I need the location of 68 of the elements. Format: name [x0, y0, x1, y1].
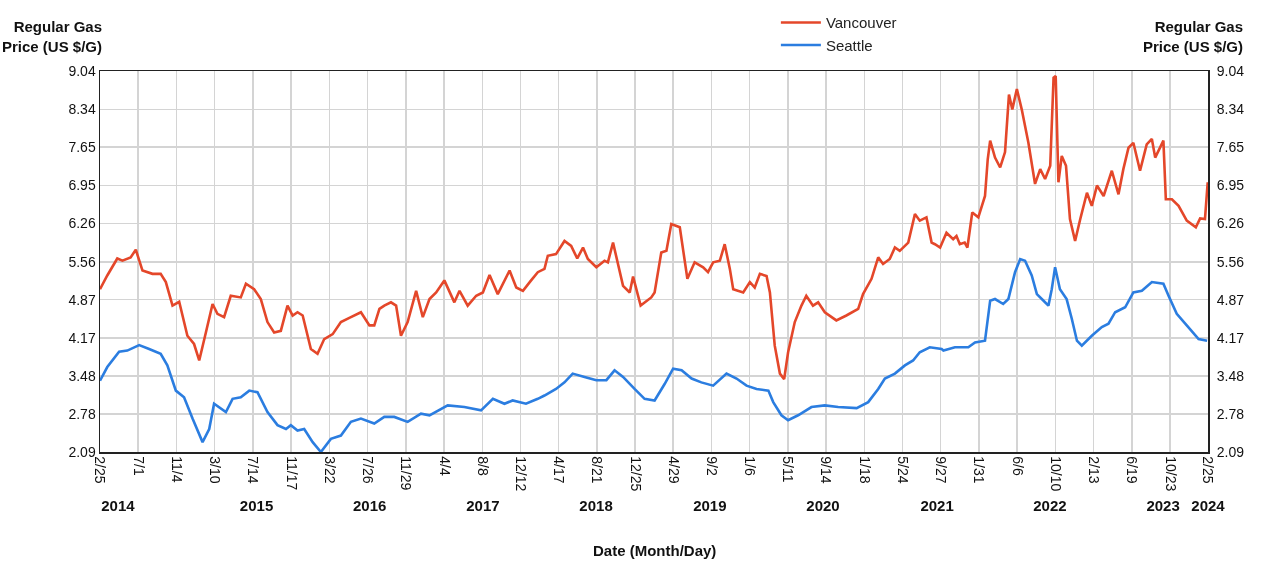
x2-tick-label: 2016 — [353, 497, 387, 514]
x2-tick-label: 2018 — [579, 497, 613, 514]
y-tick-label: 4.17 — [68, 329, 96, 346]
x2-tick-label: 2014 — [101, 497, 136, 514]
line-series — [100, 74, 1208, 381]
x-tick-label: 10/10 — [1047, 456, 1064, 492]
y-axis-title: Regular Gas Price (US $/G) — [2, 18, 103, 55]
y2-tick-label: 2.09 — [1216, 443, 1245, 460]
x-tick-label: 12/12 — [512, 456, 529, 492]
x2-tick-label: 2024 — [1191, 497, 1226, 514]
x-tick-label: 6/19 — [1124, 456, 1141, 484]
x2-tick-label: 2021 — [920, 497, 954, 514]
x2-tick-label: 2022 — [1033, 497, 1067, 514]
x2-tick-label: 2017 — [466, 497, 500, 514]
x-tick-label: 2/13 — [1086, 456, 1103, 484]
y2-tick-label: 5.56 — [1216, 253, 1245, 270]
x-tick-label: 8/21 — [589, 456, 606, 484]
y-tick-label: 8.34 — [68, 101, 96, 118]
x-tick-label: 11/17 — [283, 456, 300, 491]
x-tick-label: 12/25 — [627, 456, 644, 492]
x2-tick-label: 2023 — [1146, 497, 1180, 514]
y2-tick-label: 7.65 — [1216, 139, 1245, 156]
x-tick-label: 11/4 — [168, 456, 185, 483]
y-tick-label: 3.48 — [68, 367, 96, 384]
y2-axis-title: Regular Gas Price (US $/G) — [1143, 18, 1244, 55]
x-tick-label: 4/4 — [436, 456, 453, 476]
y-tick-label: 6.95 — [68, 177, 96, 194]
x-tick-label: 3/22 — [321, 456, 338, 484]
y-tick-label: 9.04 — [68, 62, 96, 79]
y2-tick-label: 6.95 — [1216, 177, 1245, 194]
x-tick-label: 4/29 — [665, 456, 682, 484]
y-tick-label: 6.26 — [68, 215, 96, 232]
x-tick-label: 7/1 — [130, 456, 147, 476]
x-tick-label: 5/24 — [894, 456, 911, 484]
x-tick-label: 11/29 — [398, 456, 415, 491]
x-tick-label: 2/25 — [1200, 456, 1217, 484]
x-tick-label: 5/11 — [780, 456, 797, 483]
x2-tick-label: 2015 — [239, 497, 274, 514]
x-axis-title: Date (Month/Day) — [593, 542, 717, 559]
y2-tick-label: 2.78 — [1216, 406, 1245, 423]
x-tick-label: 4/17 — [551, 456, 568, 484]
y2-tick-label: 4.17 — [1216, 329, 1245, 346]
x-tick-label: 3/10 — [207, 456, 224, 484]
x2-tick-label: 2020 — [806, 497, 840, 514]
x-tick-label: 9/2 — [703, 456, 720, 476]
x-tick-label: 9/27 — [933, 456, 950, 484]
y-tick-label: 2.78 — [68, 406, 96, 423]
legend-label: Vancouver — [825, 14, 897, 32]
x-tick-label: 10/23 — [1162, 456, 1179, 492]
x-tick-label: 6/6 — [1009, 456, 1026, 476]
x-tick-label: 9/14 — [818, 456, 835, 484]
x-tick-label: 1/18 — [856, 456, 873, 484]
y2-tick-label: 6.26 — [1216, 215, 1245, 232]
y2-tick-label: 8.34 — [1216, 101, 1245, 118]
x-tick-label: 1/31 — [971, 456, 988, 484]
y2-tick-label: 9.04 — [1216, 62, 1245, 79]
x2-tick-label: 2019 — [693, 497, 727, 514]
y2-tick-label: 3.48 — [1216, 367, 1245, 384]
line-series — [100, 257, 1208, 452]
y-tick-label: 5.56 — [68, 253, 96, 270]
y-tick-label: 4.87 — [68, 291, 96, 308]
y2-tick-label: 4.87 — [1216, 291, 1245, 308]
x-tick-label: 8/8 — [474, 456, 491, 476]
x-tick-label: 7/26 — [360, 456, 377, 484]
y-tick-label: 7.65 — [68, 139, 96, 156]
x-tick-label: 1/6 — [742, 456, 759, 476]
x-tick-label: 7/14 — [245, 456, 262, 484]
legend-label: Seattle — [825, 36, 873, 54]
